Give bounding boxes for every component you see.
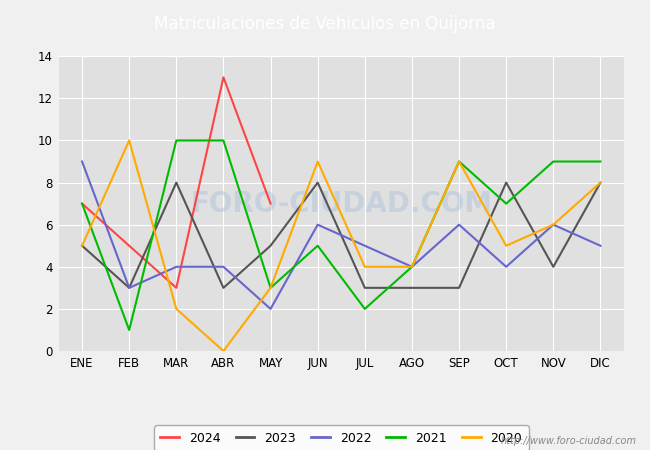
Legend: 2024, 2023, 2022, 2021, 2020: 2024, 2023, 2022, 2021, 2020 xyxy=(154,425,528,450)
Text: http://www.foro-ciudad.com: http://www.foro-ciudad.com xyxy=(501,436,637,446)
Text: FORO-CIUDAD.COM: FORO-CIUDAD.COM xyxy=(190,189,492,218)
Text: Matriculaciones de Vehiculos en Quijorna: Matriculaciones de Vehiculos en Quijorna xyxy=(154,14,496,33)
